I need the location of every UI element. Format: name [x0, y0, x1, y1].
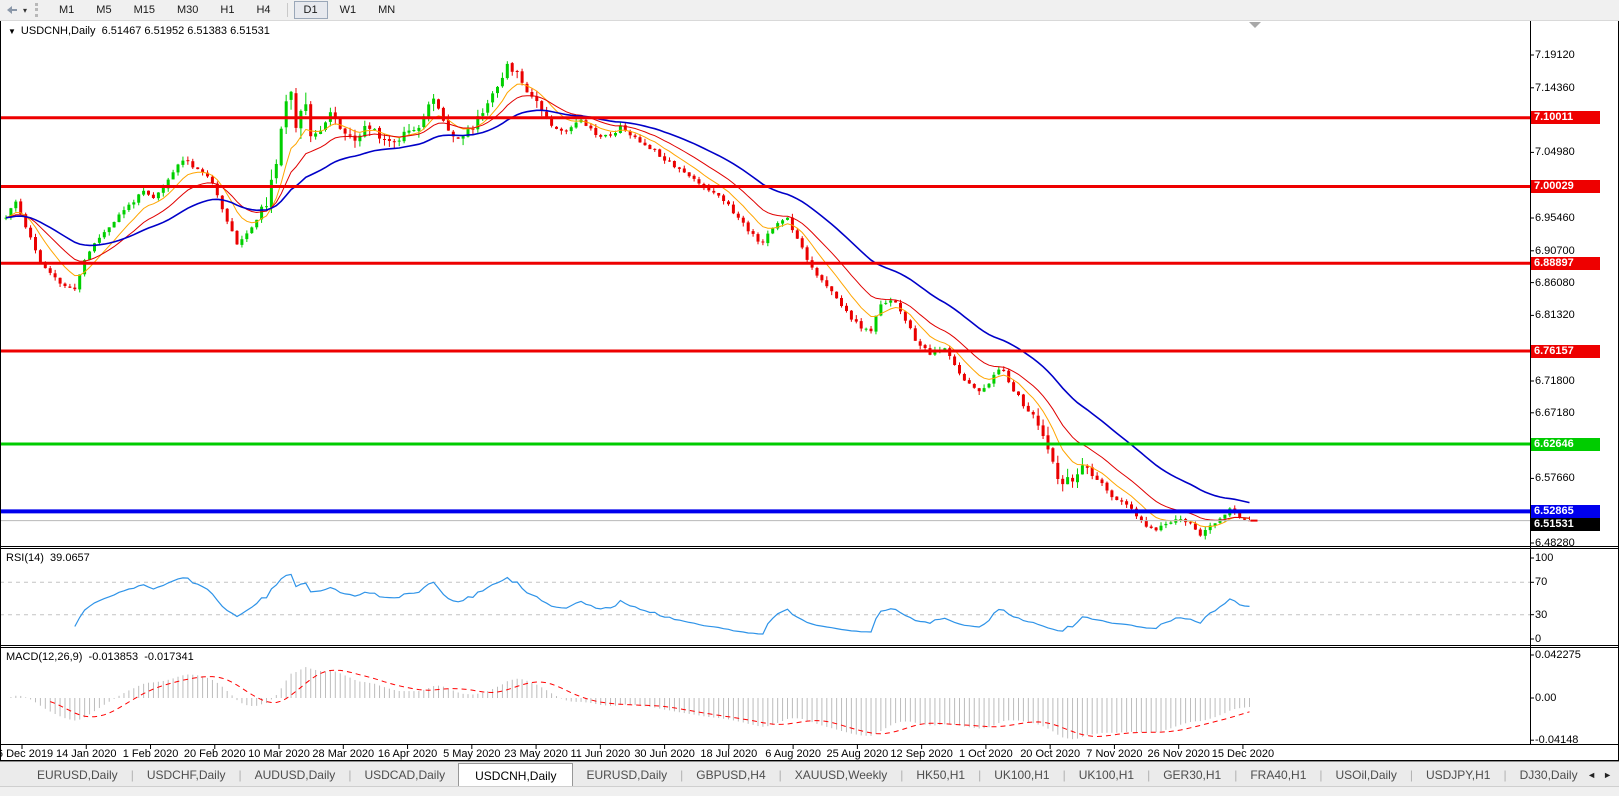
tab-separator: |	[778, 767, 782, 782]
symbol-tab-dj30-daily[interactable]: DJ30,Daily	[1519, 767, 1578, 782]
tab-scroll-controls: ◄ ►	[1580, 762, 1619, 787]
tab-separator: |	[238, 767, 242, 782]
tab-separator: |	[130, 767, 134, 782]
toolbar-separator	[286, 3, 288, 17]
rsi-name: RSI(14)	[6, 552, 44, 564]
symbol-tab-uk100-h1[interactable]: UK100,H1	[994, 767, 1050, 782]
symbol-tab-eurusd-daily[interactable]: EURUSD,Daily	[37, 767, 118, 782]
tab-separator: |	[348, 767, 352, 782]
symbol-tab-usdcnh-daily[interactable]: USDCNH,Daily	[458, 763, 574, 787]
toolbar-grip[interactable]	[35, 3, 41, 17]
symbol-tabbar: EURUSD,Daily | USDCHF,Daily | AUDUSD,Daily | U…	[0, 761, 1619, 787]
candles	[4, 61, 1251, 540]
tab-separator: |	[1409, 767, 1413, 782]
macd-name: MACD(12,26,9)	[6, 651, 83, 663]
tab-separator: |	[1147, 767, 1151, 782]
macd-signal-value: -0.017341	[144, 651, 194, 663]
timeframe-button-h4[interactable]: H4	[256, 4, 271, 16]
symbol-tab-uk100-h1[interactable]: UK100,H1	[1078, 767, 1135, 782]
symbol-tab-usoil-daily[interactable]: USOil,Daily	[1335, 767, 1397, 782]
chart-header: ▼ USDCNH,Daily 6.51467 6.51952 6.51383 6.…	[8, 25, 270, 37]
tab-separator: |	[1234, 767, 1238, 782]
macd-label: MACD(12,26,9) -0.013853 -0.017341	[6, 651, 194, 663]
cursor-tool-group[interactable]: ▾	[0, 3, 30, 17]
symbol-tab-usdchf-daily[interactable]: USDCHF,Daily	[146, 767, 226, 782]
tabstrip: EURUSD,Daily | USDCHF,Daily | AUDUSD,Daily | U…	[0, 762, 1580, 787]
panel-borders	[0, 20, 1619, 761]
tab-separator: |	[1319, 767, 1323, 782]
ohlc-values: 6.51467 6.51952 6.51383 6.51531	[101, 25, 270, 37]
timeframe-button-m15[interactable]: M15	[133, 4, 155, 16]
slow-ma-line[interactable]	[5, 109, 1250, 504]
chart-shift-marker-icon[interactable]	[1249, 22, 1261, 28]
cursor-tool-icon[interactable]	[4, 3, 20, 17]
symbol-tab-usdjpy-h1[interactable]: USDJPY,H1	[1425, 767, 1491, 782]
symbol-tab-ger30-h1[interactable]: GER30,H1	[1163, 767, 1222, 782]
collapse-triangle-icon[interactable]: ▼	[8, 27, 16, 36]
tab-scroll-left-icon[interactable]: ◄	[1587, 769, 1597, 780]
symbol-tab-gbpusd-h4[interactable]: GBPUSD,H4	[696, 767, 766, 782]
timeframe-button-group: M1 M5 M15 M30 H1 H4 D1 W1 MN	[48, 1, 406, 19]
top-toolbar: ▾ M1 M5 M15 M30 H1 H4 D1 W1 MN	[0, 0, 1619, 21]
medium-ma-line[interactable]	[5, 95, 1250, 521]
symbol-period-label: USDCNH,Daily	[20, 25, 96, 37]
tab-scroll-right-icon[interactable]: ►	[1603, 769, 1612, 780]
symbol-tab-eurusd-daily[interactable]: EURUSD,Daily	[586, 767, 668, 782]
tab-separator: |	[1503, 767, 1507, 782]
symbol-tab-fra40-h1[interactable]: FRA40,H1	[1250, 767, 1307, 782]
tab-separator: |	[680, 767, 684, 782]
macd-plot	[10, 667, 1250, 740]
timeframe-button-d1[interactable]: D1	[293, 1, 328, 19]
tab-separator: |	[900, 767, 904, 782]
timeframe-button-m1[interactable]: M1	[59, 4, 75, 16]
rsi-value: 39.0657	[50, 552, 90, 564]
macd-main-value: -0.013853	[88, 651, 139, 663]
timeframe-button-mn[interactable]: MN	[378, 4, 396, 16]
symbol-tab-hk50-h1[interactable]: HK50,H1	[916, 767, 966, 782]
symbol-tab-xauusd-weekly[interactable]: XAUUSD,Weekly	[794, 767, 888, 782]
rsi-label: RSI(14) 39.0657	[6, 552, 90, 564]
rsi-plot	[0, 573, 1530, 635]
tab-separator: |	[978, 767, 982, 782]
fast-ma-line[interactable]	[5, 83, 1250, 528]
tab-separator: |	[1062, 767, 1066, 782]
timeframe-button-m30[interactable]: M30	[176, 4, 199, 16]
timeframe-button-m5[interactable]: M5	[96, 4, 112, 16]
status-bar	[0, 786, 1619, 796]
cursor-tool-caret-icon[interactable]: ▾	[23, 5, 28, 15]
symbol-tab-audusd-daily[interactable]: AUDUSD,Daily	[254, 767, 336, 782]
symbol-tab-usdcad-daily[interactable]: USDCAD,Daily	[364, 767, 446, 782]
timeframe-button-h1[interactable]: H1	[220, 4, 235, 16]
timeframe-button-w1[interactable]: W1	[339, 4, 357, 16]
